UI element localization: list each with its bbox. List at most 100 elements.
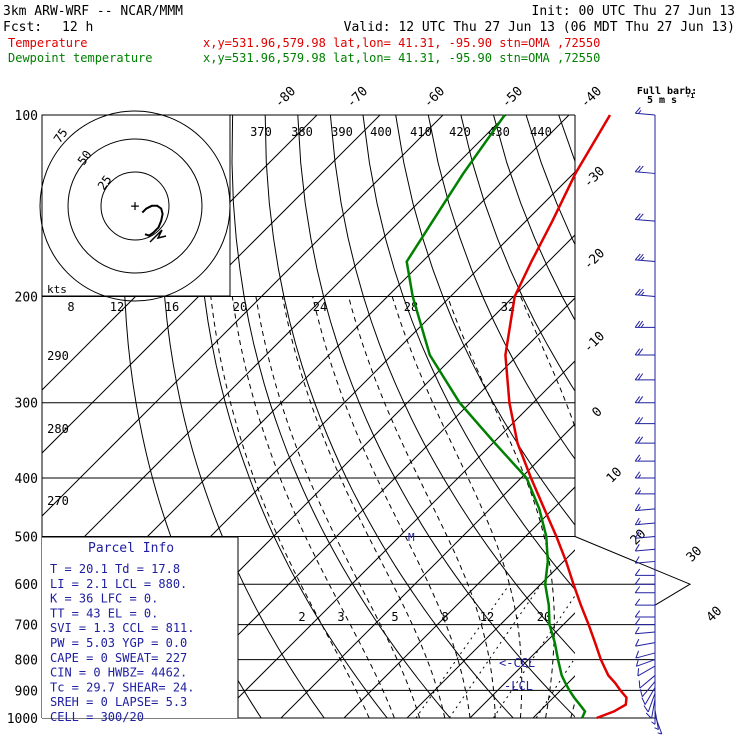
theta-label: 370	[250, 125, 272, 139]
wind-barb-flag	[634, 165, 641, 173]
wind-barb-staff	[635, 652, 656, 659]
wind-barb-flag	[640, 323, 645, 328]
wind-barb-flag	[634, 598, 641, 606]
dewpoint-profile	[405, 114, 587, 719]
dry-adiabat	[460, 115, 575, 392]
wind-barb-flag	[634, 487, 641, 495]
wind-barb-flag	[641, 697, 646, 705]
parcel-info-row: CELL = 300/20	[50, 710, 144, 724]
wind-barb-flag	[637, 506, 641, 511]
hodograph-ring	[100, 171, 170, 241]
wind-barb-flag	[634, 396, 641, 403]
moist-adiabat	[447, 296, 555, 718]
parcel-info-row: SREH = 0 LAPSE= 5.3	[50, 695, 187, 709]
dry-adiabat	[493, 115, 575, 322]
wind-barb-flag	[637, 288, 644, 296]
moist-adiabat	[596, 297, 654, 719]
dry-adiabat	[591, 115, 740, 718]
parcel-info-row: K = 36 LFC = 0.	[50, 592, 158, 606]
hodograph-trace	[141, 204, 164, 237]
wind-barb-staff	[635, 631, 656, 635]
hodograph-ring-label: 75	[51, 126, 71, 146]
wind-barb-flag	[634, 417, 641, 424]
wind-barb-flag	[637, 668, 640, 676]
mixing-ratio-bottom-label: 8	[441, 610, 448, 624]
isobar-label: 800	[15, 654, 38, 669]
theta-label: 410	[410, 125, 432, 139]
dry-adiabats	[123, 115, 740, 718]
wind-barb-flag	[634, 626, 640, 634]
wind-barb-staff	[635, 642, 656, 647]
wind-barb-flag	[634, 253, 641, 261]
wind-barb-flag	[638, 680, 641, 689]
isotherm-label: -30	[581, 164, 608, 191]
wind-barb-flag	[634, 213, 641, 220]
model-title: 3km ARW-WRF -- NCAR/MMM	[3, 4, 183, 19]
hodograph-ring-label: 50	[75, 148, 95, 168]
moist-adiabat	[621, 297, 740, 719]
isotherm-line	[154, 297, 575, 718]
isobar-label: 400	[15, 472, 38, 487]
wind-barb-staff	[635, 259, 656, 263]
dry-adiabat	[624, 115, 740, 718]
dry-adiabat	[231, 115, 451, 718]
isotherm-line	[596, 115, 740, 718]
theta-label: 390	[331, 125, 353, 139]
wind-barb-flag	[637, 253, 644, 261]
wind-barb-flag	[657, 732, 662, 735]
wind-barb-flag	[635, 638, 640, 647]
wind-barb-flag	[645, 712, 652, 719]
parcel-info-row: Tc = 29.7 SHEAR= 24.	[50, 680, 195, 694]
level-m-marker: M	[408, 531, 415, 544]
dry-adiabat	[196, 115, 388, 718]
wind-barb-flag	[637, 436, 644, 444]
isobar-label: 300	[15, 397, 38, 412]
wind-barb-flag	[634, 348, 641, 356]
isobar-label: 600	[15, 578, 38, 593]
moist-adiabat	[281, 296, 446, 718]
mixing-ratio-top-label: 8	[67, 300, 74, 314]
wind-barb-flag	[637, 373, 644, 381]
isotherm-line	[406, 549, 575, 718]
wind-barb-staff	[635, 218, 656, 222]
temperature-legend-label: Temperature	[8, 36, 87, 50]
isotherm-label: -60	[421, 84, 448, 111]
moist-adiabat	[210, 296, 370, 718]
wind-barb-staff	[635, 171, 656, 174]
dry-adiabat	[395, 115, 575, 526]
wind-barb-flag	[634, 544, 640, 552]
wind-barb-staff	[639, 675, 656, 689]
theta-label: 380	[291, 125, 313, 139]
isotherm-line	[217, 360, 575, 718]
wind-barb-staff	[635, 294, 656, 298]
wind-barb-flag	[639, 689, 643, 697]
isobar-label: 100	[15, 109, 38, 124]
moist-adiabat	[391, 296, 523, 718]
mixing-ratio-bottom-label: 20	[537, 610, 551, 624]
thetae-label: 270	[47, 494, 69, 508]
isotherm-label: -50	[499, 84, 526, 111]
wind-barb-staff	[635, 560, 656, 564]
temperature-legend-info: x,y=531.96,579.98 lat,lon= 41.31, -95.90…	[203, 36, 600, 50]
thetae-label: 290	[47, 349, 69, 363]
isobar-label: 700	[15, 619, 38, 634]
hodograph-center-mark: +	[130, 197, 139, 215]
wind-barb-flag	[640, 291, 645, 296]
dry-adiabat	[427, 115, 575, 460]
barb-legend-unit: 5 m s	[647, 95, 677, 106]
moist-adiabat	[312, 296, 471, 718]
dewpoint-legend-label: Dewpoint temperature	[8, 51, 153, 65]
isobar-label: 1000	[7, 712, 38, 727]
isotherm-label: -20	[581, 246, 608, 273]
theta-label: 400	[370, 125, 392, 139]
isotherm-label: 10	[604, 465, 626, 487]
wind-barb-flag	[634, 503, 640, 511]
parcel-info-row: CIN = 0 HWBZ= 4462.	[50, 666, 187, 680]
moist-adiabat	[231, 296, 395, 718]
isotherm-line	[722, 115, 740, 718]
isotherm-line	[659, 115, 740, 718]
wind-barb-flag	[634, 288, 641, 296]
wind-barb-staff	[644, 687, 656, 705]
isotherm-label: -40	[578, 84, 605, 111]
